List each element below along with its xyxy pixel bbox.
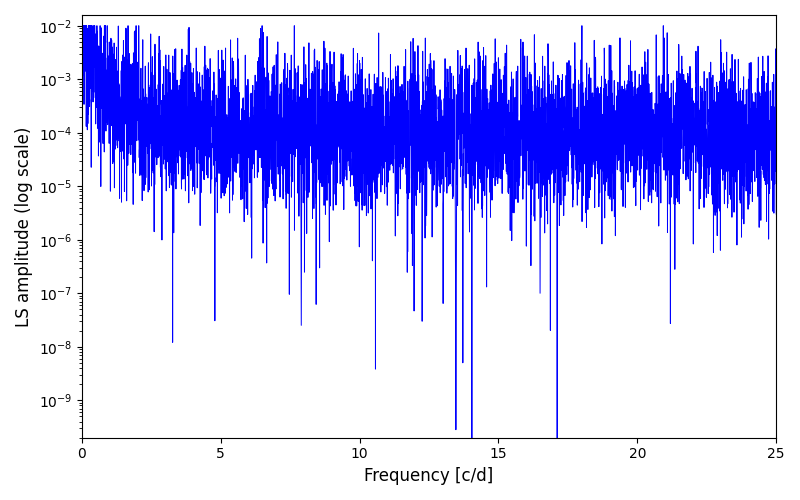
X-axis label: Frequency [c/d]: Frequency [c/d] xyxy=(364,467,494,485)
Y-axis label: LS amplitude (log scale): LS amplitude (log scale) xyxy=(15,126,33,326)
